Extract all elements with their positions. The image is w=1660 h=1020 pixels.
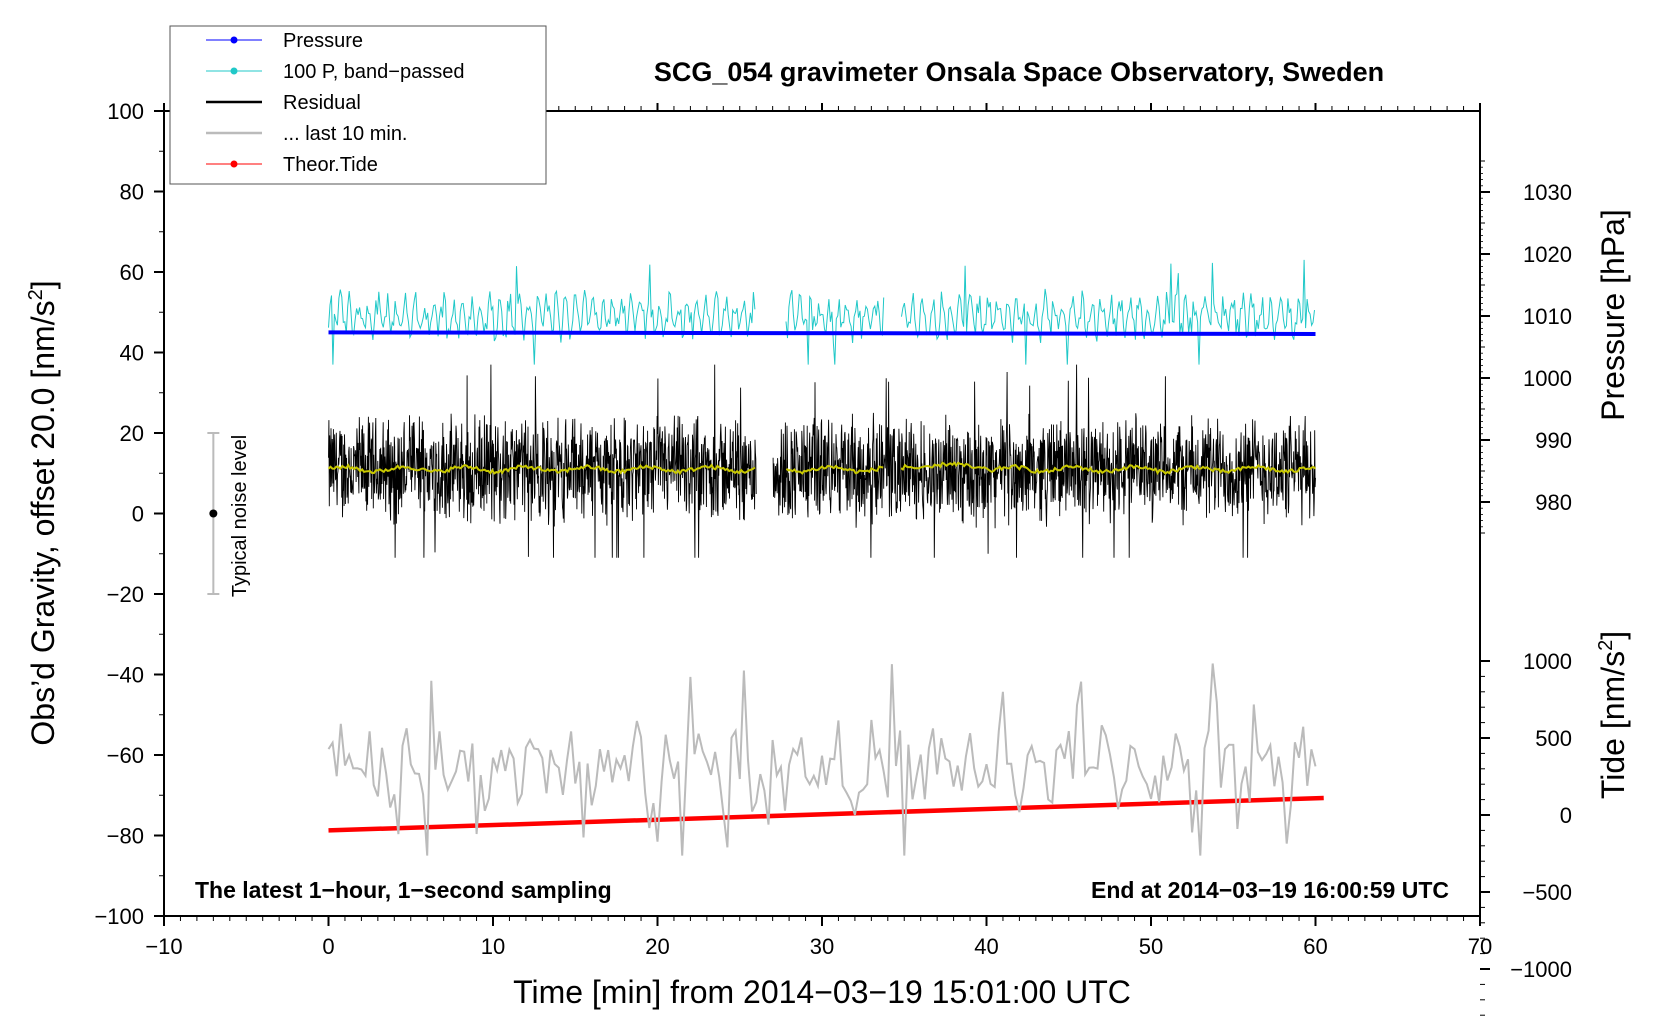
- pressure-axis-label: Pressure [hPa]: [1595, 209, 1631, 421]
- tide-line: [328, 795, 1324, 833]
- legend-label: Pressure: [283, 30, 363, 52]
- y-tick-label: −20: [107, 582, 144, 607]
- y-tick-label: 20: [120, 421, 144, 446]
- tide-tick-label: −500: [1522, 880, 1572, 905]
- last-10-min-series: [327, 663, 1317, 856]
- pressure-tick-label: 990: [1535, 428, 1572, 453]
- y-tick-label: 100: [107, 99, 144, 124]
- y-tick-label: 80: [120, 180, 144, 205]
- legend-marker: [230, 36, 238, 44]
- tide-tick-label: 500: [1535, 726, 1572, 751]
- legend-box: [169, 25, 547, 185]
- y-axis-ticks: −100 −80 −60 −40 −20 0 20 40 60 80 100: [94, 99, 164, 929]
- band-passed-pressure-series: [328, 259, 1315, 365]
- residual-series: [328, 364, 1316, 558]
- y-tick-label: 60: [120, 260, 144, 285]
- y-tick-label: 0: [132, 502, 144, 527]
- legend-label: Residual: [283, 92, 361, 114]
- noise-bar-center: [209, 509, 218, 518]
- pressure-tick-label: 1000: [1523, 366, 1572, 391]
- residual-smoothed-series: [327, 461, 1317, 476]
- y-axis-label: Obs’d Gravity, offset 20.0 [nm/s2]: [25, 280, 61, 745]
- tide-axis-label-end: ]: [1595, 631, 1631, 640]
- y-tick-label: −60: [107, 743, 144, 768]
- noise-level-bar: [207, 432, 220, 595]
- residual-smoothed-line: [327, 461, 1317, 476]
- pressure-line: [328, 330, 1316, 336]
- annotation-end-time: End at 2014−03−19 16:00:59 UTC: [1091, 877, 1449, 903]
- tide-axis-label-sup: 2: [1595, 640, 1617, 651]
- chart-title: SCG_054 gravimeter Onsala Space Observat…: [654, 57, 1384, 87]
- y-axis-label-main: Obs’d Gravity, offset 20.0 [nm/s: [25, 300, 61, 745]
- legend-marker: [230, 67, 238, 75]
- noise-level-label: Typical noise level: [229, 435, 251, 597]
- pressure-series: [328, 330, 1316, 336]
- y-axis-label-end: ]: [25, 280, 61, 289]
- x-axis-ticks: −10 0 10 20 30 40 50 60 70: [145, 103, 1492, 959]
- x-tick-label: 10: [481, 934, 505, 959]
- band-passed-line: [328, 259, 1315, 365]
- legend-label: ... last 10 min.: [283, 123, 408, 145]
- x-tick-label: 0: [322, 934, 334, 959]
- y-tick-label: −40: [107, 663, 144, 688]
- legend: Pressure 100 P, band−passed Residual ... la…: [169, 25, 547, 185]
- last-10-min-line: [327, 663, 1317, 856]
- tide-tick-label: 1000: [1523, 649, 1572, 674]
- legend-marker: [230, 160, 238, 168]
- tide-axis-label-main: Tide [nm/s: [1595, 651, 1631, 799]
- x-tick-label: 30: [810, 934, 834, 959]
- x-tick-label: 60: [1303, 934, 1327, 959]
- x-tick-label: 40: [974, 934, 998, 959]
- annotation-sampling: The latest 1−hour, 1−second sampling: [195, 877, 612, 903]
- x-axis-label: Time [min] from 2014−03−19 15:01:00 UTC: [513, 974, 1131, 1010]
- x-tick-label: 20: [645, 934, 669, 959]
- tide-series: [328, 795, 1324, 833]
- residual-line: [328, 364, 1316, 558]
- pressure-tick-label: 1020: [1523, 242, 1572, 267]
- pressure-tick-label: 1010: [1523, 304, 1572, 329]
- tide-tick-label: 0: [1560, 803, 1572, 828]
- tide-axis-label: Tide [nm/s2]: [1595, 631, 1631, 799]
- legend-label: Theor.Tide: [283, 154, 378, 176]
- x-tick-label: −10: [145, 934, 182, 959]
- y-tick-label: −100: [94, 904, 144, 929]
- y-axis-label-sup: 2: [25, 289, 47, 300]
- x-tick-label: 50: [1139, 934, 1163, 959]
- tide-tick-label: −1000: [1510, 957, 1572, 982]
- y-tick-label: −80: [107, 824, 144, 849]
- y-tick-label: 40: [120, 341, 144, 366]
- pressure-axis-ticks: 980 990 1000 1010 1020 1030: [1480, 160, 1572, 534]
- legend-label: 100 P, band−passed: [283, 61, 464, 83]
- pressure-tick-label: 1030: [1523, 180, 1572, 205]
- pressure-tick-label: 980: [1535, 490, 1572, 515]
